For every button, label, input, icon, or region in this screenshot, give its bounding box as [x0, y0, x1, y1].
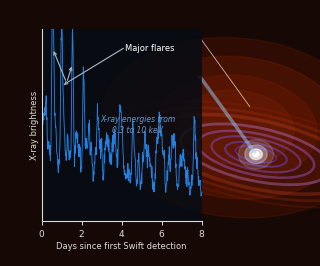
X-axis label: Days since first Swift detection: Days since first Swift detection: [56, 242, 187, 251]
Circle shape: [238, 140, 274, 169]
Ellipse shape: [157, 75, 317, 180]
Y-axis label: X-ray brightness: X-ray brightness: [30, 90, 39, 160]
Circle shape: [245, 145, 267, 164]
Ellipse shape: [128, 56, 320, 199]
Ellipse shape: [100, 38, 320, 218]
Text: X-ray energies from
0.3 to 10 keV: X-ray energies from 0.3 to 10 keV: [100, 115, 175, 135]
Circle shape: [250, 149, 262, 160]
Ellipse shape: [180, 90, 294, 165]
Text: Major flares: Major flares: [125, 44, 174, 53]
Circle shape: [253, 152, 259, 157]
